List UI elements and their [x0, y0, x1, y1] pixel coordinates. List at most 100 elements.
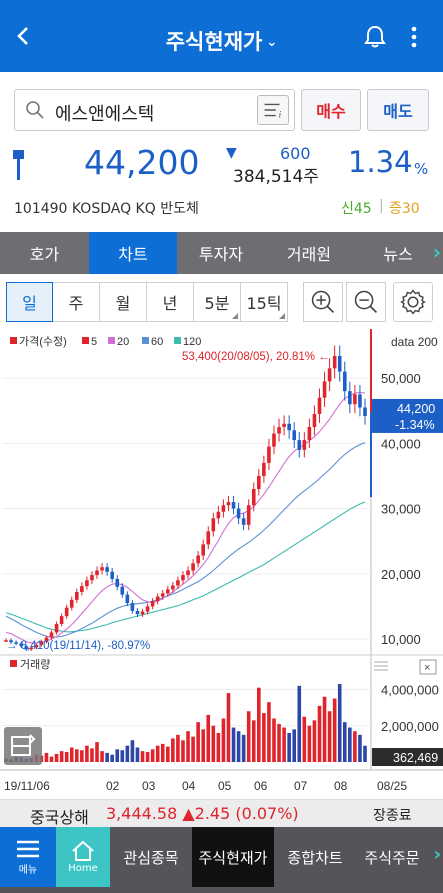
volume-bar — [297, 685, 302, 762]
stock-chart[interactable]: 50,000 40,000 30,000 20,000 10,000 data 200 가격… — [0, 329, 443, 799]
candle-body — [115, 578, 120, 587]
chevron-right-icon[interactable]: › — [433, 844, 441, 865]
home-button[interactable]: Home — [56, 827, 110, 887]
tab-investor[interactable]: 투자자 — [198, 245, 244, 264]
candle-body — [39, 641, 44, 645]
tab-broker[interactable]: 거래원 — [286, 245, 332, 264]
candle-body — [9, 640, 13, 643]
volume-bar — [327, 711, 332, 762]
page-title[interactable]: 주식현재가 ⌄ — [0, 26, 443, 56]
candle-body — [120, 586, 125, 595]
more-vertical-icon[interactable] — [404, 24, 424, 50]
candle-body — [130, 603, 135, 611]
candle-body — [191, 563, 195, 571]
candle-body — [135, 610, 140, 615]
current-volume-label: 362,469 — [393, 751, 438, 765]
period-week[interactable]: 주 — [52, 282, 100, 322]
candle-body — [176, 580, 180, 586]
volume-bar — [216, 733, 221, 762]
volume-bar — [130, 740, 135, 762]
volume-bar — [120, 750, 125, 762]
volume-bar — [49, 756, 54, 762]
candle-body — [166, 589, 170, 594]
bell-icon[interactable] — [362, 24, 388, 50]
index-ticker[interactable]: 중국상해 3,444.58 ▲2.45 (0.07%) 장종료 — [0, 799, 443, 827]
zoom-out-icon[interactable] — [346, 282, 386, 322]
volume-bar — [262, 713, 266, 762]
period-label: 15틱 — [246, 294, 282, 313]
stock-search-input[interactable]: 에스앤에스텍 i — [14, 89, 295, 131]
candle-body — [90, 575, 94, 581]
buy-button[interactable]: 매수 — [301, 89, 361, 131]
volume-bar — [145, 752, 150, 762]
tab-chart[interactable]: 차트 — [89, 232, 177, 274]
candle-body — [267, 446, 271, 463]
candle-body — [287, 423, 291, 431]
candle-body — [14, 642, 18, 644]
period-15tick[interactable]: 15틱 — [240, 282, 288, 322]
volume-bar — [150, 749, 155, 762]
close-panel-box — [419, 659, 437, 675]
volume-bar — [186, 731, 190, 762]
nav-stock-order[interactable]: 주식주문 — [364, 848, 420, 867]
volume-bar — [251, 720, 256, 762]
search-icon — [26, 101, 44, 119]
volume-bar — [160, 743, 165, 762]
home-icon — [72, 840, 94, 861]
svg-text:i: i — [279, 110, 282, 120]
candle-body — [206, 531, 211, 545]
menu-label: 메뉴 — [18, 865, 38, 876]
bottom-navigation: 메뉴 Home 관심종목 주식현재가 종합차트 주식주문 — [0, 827, 443, 893]
period-label: 주 — [68, 294, 84, 313]
chart-layout-icon[interactable] — [4, 727, 42, 765]
zoom-in-icon[interactable] — [303, 282, 343, 322]
x-tick-label: 08/25 — [377, 779, 407, 793]
candle-body — [332, 355, 337, 369]
tab-news[interactable]: 뉴스 — [383, 245, 413, 264]
candle-body — [74, 592, 79, 600]
volume-bar — [105, 752, 109, 762]
candle-body — [241, 518, 246, 525]
volume-bar — [257, 687, 261, 762]
period-day[interactable]: 일 — [6, 282, 53, 322]
candle-body — [160, 593, 165, 597]
tab-quote[interactable]: 호가 — [29, 245, 60, 264]
volume-bar — [348, 727, 352, 762]
candle-body — [155, 596, 160, 602]
period-label: 월 — [115, 294, 131, 313]
volume-bar — [332, 698, 337, 762]
candle-body — [54, 623, 59, 633]
nav-watchlist[interactable]: 관심종목 — [123, 848, 179, 867]
volume-bar — [74, 749, 79, 762]
period-year[interactable]: 년 — [146, 282, 194, 322]
candle-body — [327, 368, 332, 382]
sell-button[interactable]: 매도 — [367, 89, 429, 131]
percent-unit: % — [414, 160, 429, 178]
legend-swatch — [10, 337, 17, 344]
candle-body — [4, 640, 8, 642]
menu-button[interactable]: 메뉴 — [0, 827, 56, 887]
nav-current-price[interactable]: 주식현재가 — [192, 827, 274, 887]
volume-bar — [272, 718, 276, 762]
volume-bar — [201, 729, 205, 762]
nav-full-chart[interactable]: 종합차트 — [287, 848, 343, 867]
candle-body — [363, 407, 367, 416]
period-5min[interactable]: 5분 — [193, 282, 241, 322]
period-label: 년 — [162, 294, 178, 313]
settings-gear-icon[interactable] — [393, 282, 433, 322]
candle-body — [317, 397, 322, 414]
flag-icon — [13, 150, 24, 180]
period-month[interactable]: 월 — [99, 282, 147, 322]
chevron-right-icon[interactable]: › — [432, 240, 441, 264]
back-arrow-icon[interactable] — [10, 22, 38, 50]
volume-bar — [95, 742, 99, 762]
filter-list-icon[interactable]: i — [257, 95, 289, 125]
chevron-down-icon: ⌄ — [266, 35, 278, 50]
candle-body — [216, 511, 221, 519]
volume-bar — [236, 731, 241, 762]
volume-bar — [80, 750, 84, 762]
candle-body — [49, 632, 54, 638]
candle-body — [272, 433, 276, 447]
ma120-line — [5, 501, 366, 633]
volume-bar — [115, 749, 120, 762]
